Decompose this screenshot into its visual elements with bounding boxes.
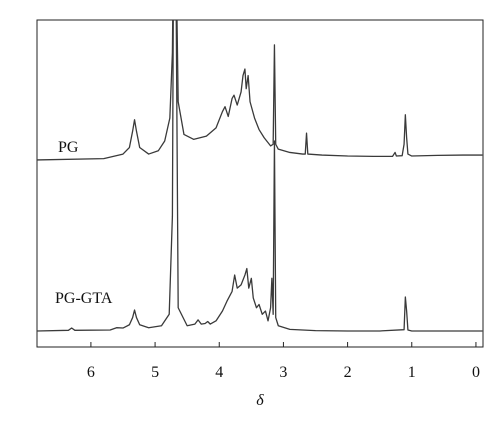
x-tick-label: 6 xyxy=(87,364,95,381)
series-label: PG xyxy=(58,139,79,156)
x-tick-label: 0 xyxy=(472,364,480,381)
spectrum-line xyxy=(37,20,483,332)
x-tick-label: 4 xyxy=(215,364,223,381)
x-tick-label: 1 xyxy=(408,364,416,381)
x-axis-label: δ xyxy=(256,392,264,409)
plot-frame xyxy=(36,19,484,348)
x-tick-label: 2 xyxy=(344,364,352,381)
x-tick-label: 5 xyxy=(151,364,159,381)
x-tick-label: 3 xyxy=(279,364,287,381)
series-label: PG-GTA xyxy=(55,290,113,307)
spectrum-line xyxy=(37,20,483,161)
